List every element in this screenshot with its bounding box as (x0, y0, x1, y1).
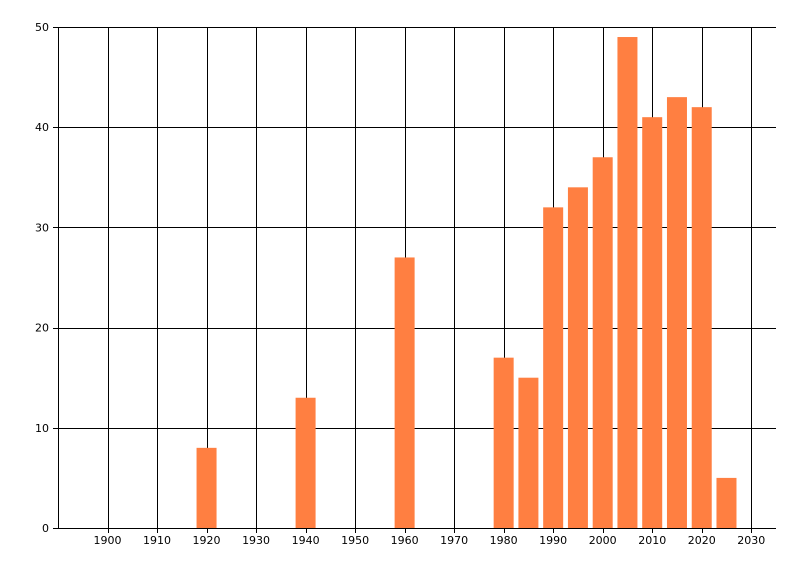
axes (53, 27, 776, 533)
bar (691, 107, 712, 528)
bar (295, 397, 316, 528)
x-tick-label: 1970 (440, 534, 468, 547)
bar (394, 257, 415, 528)
y-tick-label: 30 (35, 221, 49, 234)
x-tick-label: 1910 (143, 534, 171, 547)
x-tick-label: 1980 (490, 534, 518, 547)
bar (518, 377, 539, 528)
x-tick-label: 1950 (341, 534, 369, 547)
y-tick-label: 20 (35, 322, 49, 335)
y-tick-label: 10 (35, 422, 49, 435)
x-tick-label: 2000 (589, 534, 617, 547)
x-tick-label: 2010 (638, 534, 666, 547)
x-tick-label: 2020 (688, 534, 716, 547)
bar (196, 447, 217, 528)
x-tick-label: 1940 (292, 534, 320, 547)
x-tick-labels: 1900 1910 1920 1930 1940 1950 1960 1970 1980 1990… (94, 534, 766, 547)
bar (493, 357, 514, 528)
bar (617, 37, 638, 529)
x-tick-label: 1960 (391, 534, 419, 547)
bar (543, 207, 564, 529)
x-tick-label: 1930 (242, 534, 270, 547)
y-tick-labels: 0 10 20 30 40 50 (35, 21, 49, 535)
y-tick-label: 40 (35, 121, 49, 134)
bar (642, 117, 663, 529)
x-tick-label: 1900 (94, 534, 122, 547)
y-tick-label: 50 (35, 21, 49, 34)
y-tick-label: 0 (42, 522, 49, 535)
bar (592, 157, 613, 528)
x-tick-label: 1920 (193, 534, 221, 547)
bar (567, 187, 588, 528)
x-tick-label: 1990 (539, 534, 567, 547)
bars (196, 37, 737, 529)
x-tick-label: 2030 (737, 534, 765, 547)
bar (666, 97, 687, 528)
bar (716, 477, 737, 528)
